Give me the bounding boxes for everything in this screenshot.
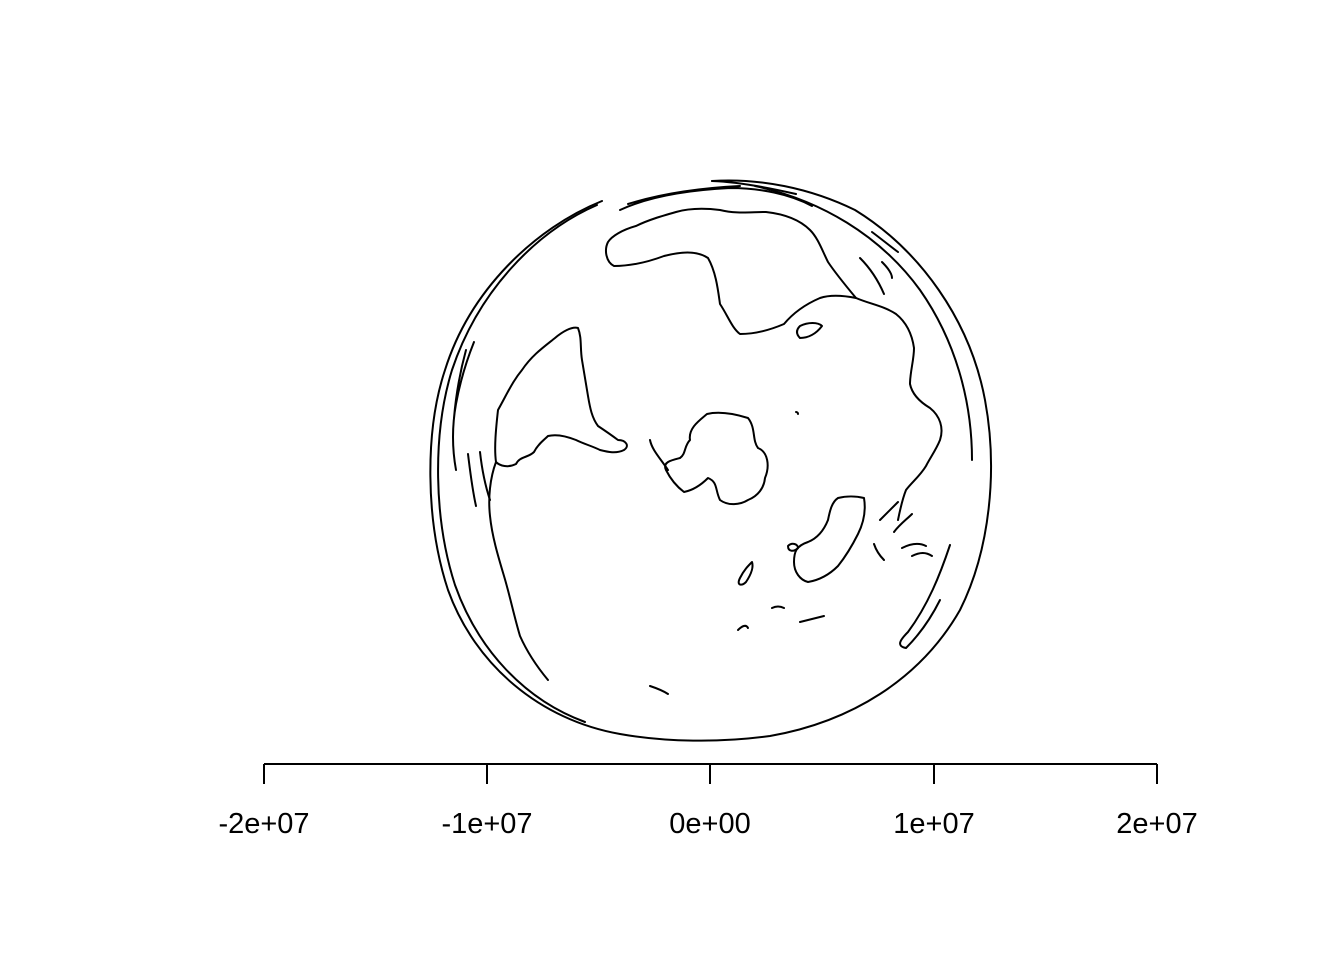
x-tick-label: -2e+07 xyxy=(218,808,309,840)
africa xyxy=(605,207,857,335)
small-islands xyxy=(649,411,825,695)
islands-east xyxy=(873,501,933,561)
globe-outline xyxy=(429,179,992,742)
x-tick-label: 1e+07 xyxy=(893,808,974,840)
antarctica xyxy=(649,411,769,506)
x-axis: -2e+07 -1e+07 0e+00 1e+07 2e+07 xyxy=(218,763,1198,840)
islands-west xyxy=(452,341,491,507)
tasmania xyxy=(787,542,799,552)
arctic-fragments xyxy=(619,180,899,295)
asia-coast xyxy=(855,297,951,649)
south-america xyxy=(494,326,628,468)
globe-outline-inner-left xyxy=(437,204,598,723)
globe-outline-inner-right xyxy=(754,185,973,461)
x-tick-label: -1e+07 xyxy=(441,808,532,840)
globe-map xyxy=(429,179,992,742)
new-zealand xyxy=(737,561,754,631)
madagascar xyxy=(796,322,823,339)
x-tick-label: 2e+07 xyxy=(1116,808,1197,840)
americas-west-coast xyxy=(488,461,549,681)
australia xyxy=(793,495,866,583)
x-tick-label: 0e+00 xyxy=(669,808,750,840)
